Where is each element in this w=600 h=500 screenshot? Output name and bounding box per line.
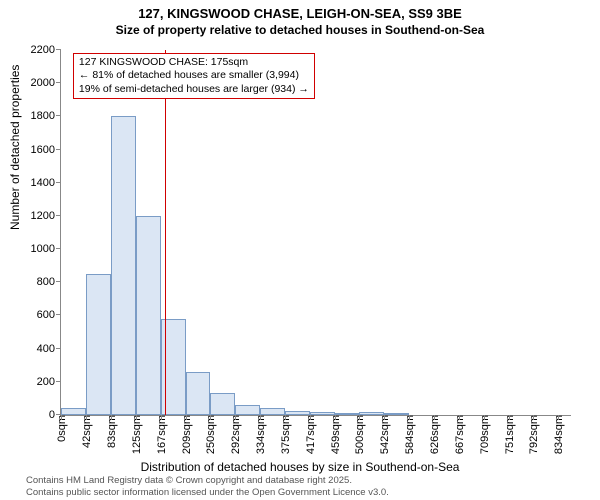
histogram-bar	[285, 411, 310, 415]
y-tick-mark	[56, 49, 61, 50]
x-tick: 125sqm	[129, 415, 143, 454]
footer-attribution: Contains HM Land Registry data © Crown c…	[26, 475, 389, 498]
y-tick-mark	[56, 381, 61, 382]
y-tick: 1400	[31, 177, 61, 189]
annotation-line-3: 19% of semi-detached houses are larger (…	[79, 83, 309, 96]
y-tick-mark	[56, 248, 61, 249]
histogram-bar	[310, 412, 335, 415]
histogram-bar	[61, 408, 86, 415]
annotation-line-1: 127 KINGSWOOD CHASE: 175sqm	[79, 56, 309, 69]
x-tick: 542sqm	[377, 415, 391, 454]
x-tick-mark	[310, 415, 311, 420]
x-tick-mark	[434, 415, 435, 420]
x-tick-mark	[260, 415, 261, 420]
x-tick-mark	[509, 415, 510, 420]
x-tick: 834sqm	[551, 415, 565, 454]
x-tick: 209sqm	[179, 415, 193, 454]
y-tick-mark	[56, 182, 61, 183]
x-tick-mark	[384, 415, 385, 420]
x-tick-mark	[285, 415, 286, 420]
chart-title: 127, KINGSWOOD CHASE, LEIGH-ON-SEA, SS9 …	[0, 0, 600, 23]
x-tick: 250sqm	[203, 415, 217, 454]
histogram-bar	[136, 216, 161, 415]
y-tick-mark	[56, 314, 61, 315]
y-tick-mark	[56, 115, 61, 116]
histogram-bar	[161, 319, 186, 415]
x-tick: 500sqm	[352, 415, 366, 454]
x-tick: 375sqm	[278, 415, 292, 454]
y-tick: 800	[37, 276, 61, 288]
y-tick: 200	[37, 376, 61, 388]
y-tick: 400	[37, 343, 61, 355]
x-tick: 167sqm	[154, 415, 168, 454]
y-tick: 2000	[31, 77, 61, 89]
x-tick-mark	[335, 415, 336, 420]
histogram-bar	[86, 274, 110, 415]
y-tick-mark	[56, 348, 61, 349]
y-tick: 1000	[31, 243, 61, 255]
y-axis-label: Number of detached properties	[8, 65, 22, 230]
x-tick: 792sqm	[526, 415, 540, 454]
x-tick-mark	[186, 415, 187, 420]
histogram-bar	[335, 413, 359, 415]
histogram-bar	[359, 412, 384, 415]
plot-area: 0200400600800100012001400160018002000220…	[60, 50, 571, 416]
x-tick: 584sqm	[402, 415, 416, 454]
property-marker-line	[165, 50, 166, 415]
x-tick-mark	[533, 415, 534, 420]
annotation-box: 127 KINGSWOOD CHASE: 175sqm← 81% of deta…	[73, 53, 315, 98]
histogram-bar	[186, 372, 210, 415]
x-tick: 667sqm	[452, 415, 466, 454]
x-tick-mark	[484, 415, 485, 420]
x-tick-mark	[359, 415, 360, 420]
x-tick-mark	[558, 415, 559, 420]
histogram-bar	[235, 405, 260, 415]
x-tick-mark	[459, 415, 460, 420]
histogram-bar	[260, 408, 284, 415]
y-tick-mark	[56, 281, 61, 282]
x-tick-mark	[61, 415, 62, 420]
footer-line-1: Contains HM Land Registry data © Crown c…	[26, 475, 389, 486]
x-tick-mark	[409, 415, 410, 420]
x-tick-mark	[136, 415, 137, 420]
x-tick-mark	[210, 415, 211, 420]
x-tick: 751sqm	[502, 415, 516, 454]
x-tick: 334sqm	[253, 415, 267, 454]
chart-subtitle: Size of property relative to detached ho…	[0, 23, 600, 41]
y-tick-mark	[56, 149, 61, 150]
y-tick: 1200	[31, 210, 61, 222]
x-tick: 709sqm	[477, 415, 491, 454]
y-tick: 600	[37, 309, 61, 321]
histogram-bar	[210, 393, 235, 415]
x-tick-mark	[111, 415, 112, 420]
y-tick: 1800	[31, 110, 61, 122]
x-tick: 417sqm	[303, 415, 317, 454]
y-tick-mark	[56, 215, 61, 216]
x-tick-mark	[86, 415, 87, 420]
x-tick: 626sqm	[427, 415, 441, 454]
footer-line-2: Contains public sector information licen…	[26, 487, 389, 498]
y-tick: 1600	[31, 144, 61, 156]
x-axis-label: Distribution of detached houses by size …	[0, 460, 600, 474]
histogram-bar	[384, 413, 409, 415]
histogram-bar	[111, 116, 136, 415]
x-tick: 292sqm	[228, 415, 242, 454]
y-tick: 2200	[31, 44, 61, 56]
chart-container: 127, KINGSWOOD CHASE, LEIGH-ON-SEA, SS9 …	[0, 0, 600, 500]
y-tick-mark	[56, 82, 61, 83]
x-tick-mark	[235, 415, 236, 420]
annotation-line-2: ← 81% of detached houses are smaller (3,…	[79, 69, 309, 82]
x-tick: 459sqm	[328, 415, 342, 454]
x-tick-mark	[161, 415, 162, 420]
